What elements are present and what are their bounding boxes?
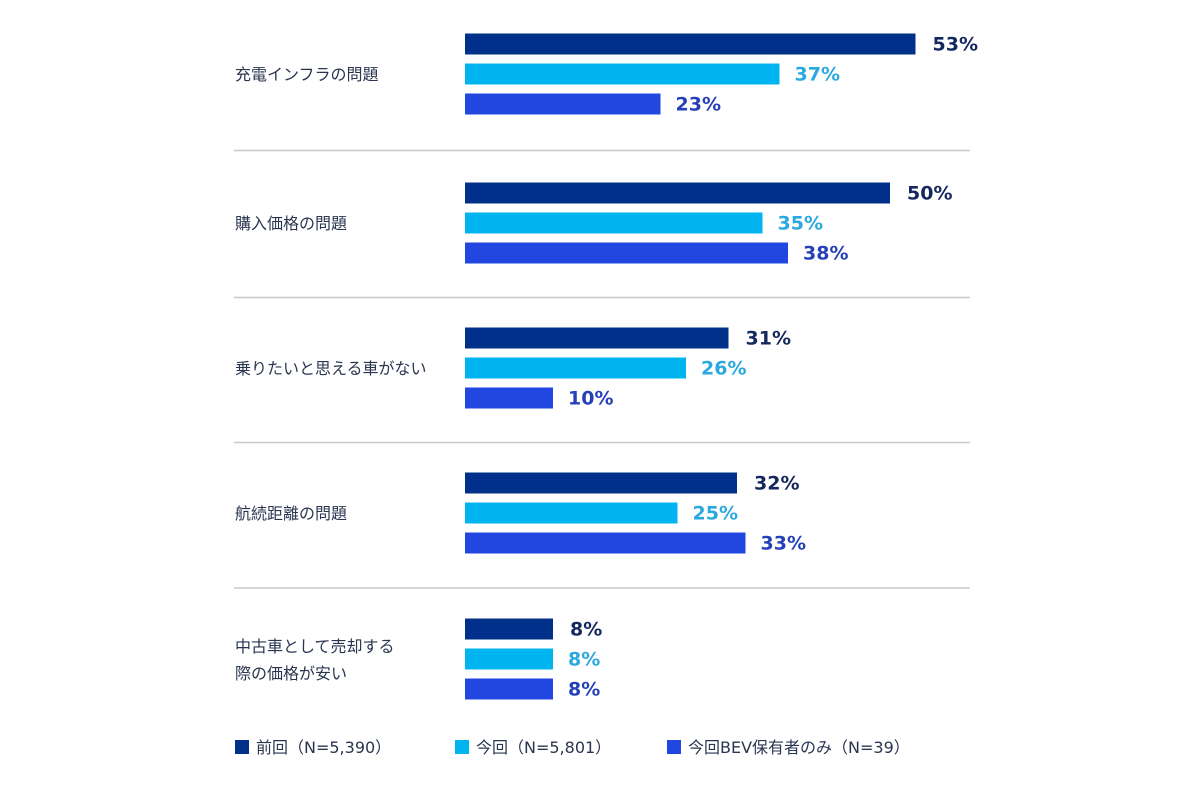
category-label: 航続距離の問題 [235,504,347,523]
data-label: 31% [746,328,791,350]
bar [465,678,553,700]
category-label: 乗りたいと思える車がない [235,359,427,378]
data-label: 10% [568,388,613,410]
data-label: 8% [568,679,600,701]
data-label: 8% [568,649,600,671]
data-label: 50% [907,183,952,205]
bar [465,648,553,670]
bar [465,387,553,409]
legend-label: 今回（N=5,801） [476,738,611,757]
category-label: 中古車として売却する際の価格が安い [235,637,395,683]
bar [465,63,780,85]
category-label: 購入価格の問題 [235,214,347,233]
bar [465,618,553,640]
bar [465,33,916,55]
data-label: 32% [754,473,799,495]
data-label: 38% [803,243,848,265]
bar [465,93,661,115]
data-label: 37% [795,64,840,86]
bar [465,472,737,494]
bar [465,242,788,264]
data-label: 26% [701,358,746,380]
legend-swatch [667,740,681,754]
data-label: 33% [761,533,806,555]
legend-label: 前回（N=5,390） [256,738,391,757]
bar [465,212,763,234]
category-label: 充電インフラの問題 [235,65,379,84]
legend-swatch [455,740,469,754]
data-label: 35% [778,213,823,235]
bar [465,502,678,524]
bar [465,357,686,379]
data-label: 25% [693,503,738,525]
legend-label: 今回BEV保有者のみ（N=39） [688,738,910,757]
bar [465,182,890,204]
data-label: 23% [676,94,721,116]
data-label: 53% [933,34,978,56]
bar [465,327,729,349]
data-label: 8% [570,619,602,641]
legend-swatch [235,740,249,754]
bar [465,532,746,554]
